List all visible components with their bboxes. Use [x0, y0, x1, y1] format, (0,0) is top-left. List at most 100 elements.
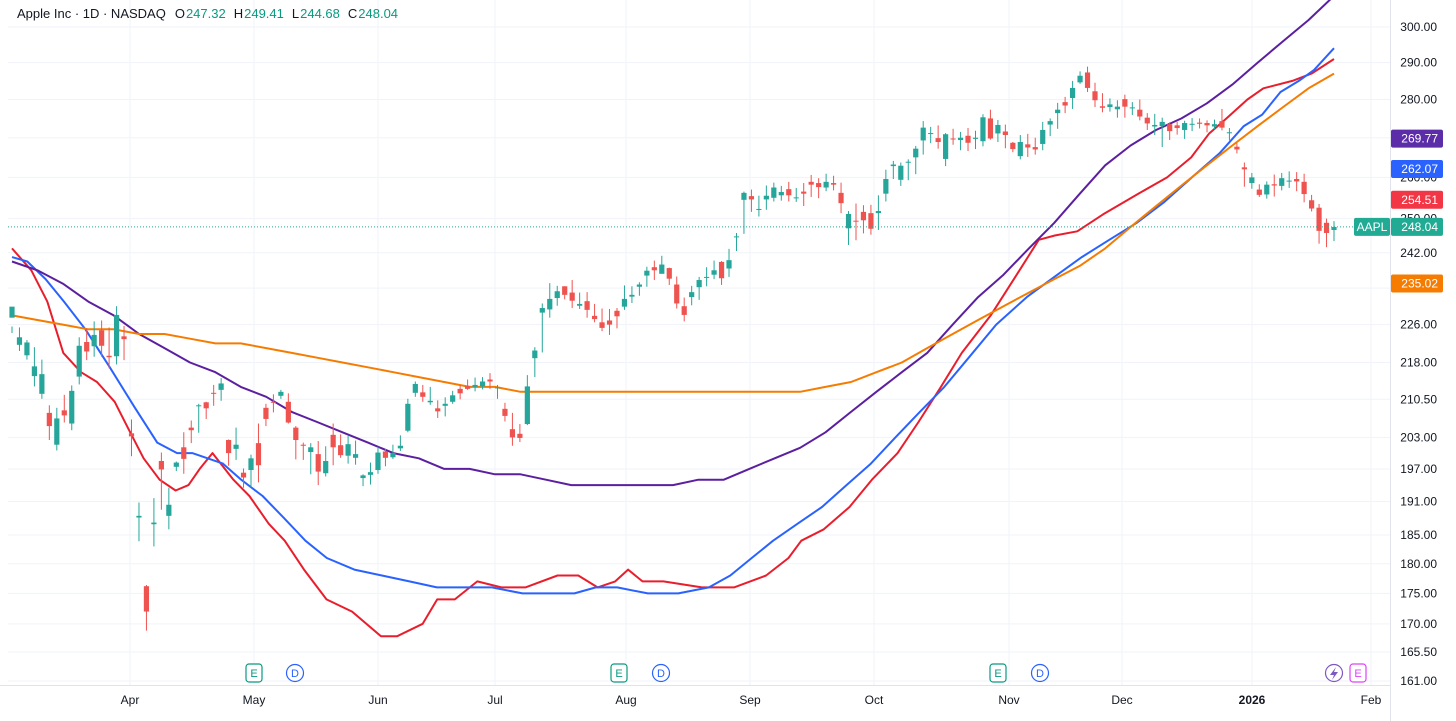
candle[interactable] — [950, 128, 956, 145]
candle[interactable] — [1234, 143, 1240, 154]
candle[interactable] — [24, 340, 30, 360]
candle[interactable] — [1174, 121, 1180, 135]
time-axis[interactable]: Apr May Jun Jul Aug Sep Oct Nov Dec 2026 Feb — [0, 685, 1390, 708]
candle[interactable] — [838, 182, 844, 214]
candle[interactable] — [270, 394, 277, 413]
candle[interactable] — [360, 474, 366, 487]
candle[interactable] — [1279, 172, 1285, 191]
candle[interactable] — [1032, 137, 1038, 155]
candle[interactable] — [1301, 173, 1307, 203]
candle[interactable] — [31, 347, 38, 387]
candle[interactable] — [1219, 108, 1225, 131]
candle[interactable] — [1256, 184, 1262, 197]
candle[interactable] — [1129, 102, 1135, 115]
candle[interactable] — [203, 401, 209, 419]
candle[interactable] — [860, 205, 867, 234]
candle[interactable] — [69, 385, 75, 431]
candle[interactable] — [1167, 122, 1173, 141]
candle[interactable] — [1017, 134, 1023, 160]
candle[interactable] — [308, 443, 314, 475]
candlesticks[interactable] — [9, 66, 1337, 631]
candle[interactable] — [509, 412, 516, 446]
candle[interactable] — [1002, 124, 1008, 149]
candle[interactable] — [1316, 203, 1322, 244]
candle[interactable] — [300, 442, 306, 460]
candle[interactable] — [1286, 171, 1292, 188]
candle[interactable] — [1159, 117, 1165, 148]
candle[interactable] — [1152, 113, 1158, 135]
candle[interactable] — [1107, 98, 1113, 112]
candle[interactable] — [621, 285, 628, 310]
earnings-marker[interactable]: E — [1349, 663, 1367, 683]
candle[interactable] — [987, 109, 994, 140]
candle[interactable] — [248, 454, 254, 488]
candle[interactable] — [99, 320, 105, 357]
earnings-marker[interactable]: E — [610, 663, 628, 683]
candle[interactable] — [263, 403, 269, 427]
candle[interactable] — [823, 173, 829, 192]
candle[interactable] — [1271, 174, 1277, 197]
candle[interactable] — [644, 266, 650, 287]
candle[interactable] — [1055, 102, 1061, 129]
candle[interactable] — [577, 292, 583, 309]
candle[interactable] — [659, 255, 665, 274]
candle[interactable] — [158, 452, 164, 510]
candle[interactable] — [420, 384, 426, 402]
candle[interactable] — [599, 308, 605, 332]
candle[interactable] — [494, 384, 501, 399]
candle[interactable] — [1092, 82, 1098, 108]
candle[interactable] — [173, 461, 179, 472]
candle[interactable] — [16, 327, 23, 352]
candle[interactable] — [718, 261, 725, 285]
candle[interactable] — [181, 432, 187, 474]
candle[interactable] — [763, 185, 769, 210]
candle[interactable] — [793, 187, 799, 202]
candle[interactable] — [569, 280, 575, 309]
candle[interactable] — [225, 439, 232, 466]
candle[interactable] — [218, 378, 224, 401]
candle[interactable] — [54, 407, 60, 451]
candle[interactable] — [9, 306, 15, 334]
candle[interactable] — [240, 468, 247, 488]
candle[interactable] — [584, 292, 590, 318]
candle[interactable] — [113, 306, 120, 365]
candle[interactable] — [76, 337, 82, 385]
candle[interactable] — [957, 131, 964, 151]
candle[interactable] — [128, 419, 135, 457]
candle[interactable] — [166, 487, 172, 530]
candle[interactable] — [786, 181, 792, 202]
candle[interactable] — [278, 389, 284, 399]
candle[interactable] — [405, 398, 411, 433]
candle[interactable] — [629, 286, 635, 304]
candle[interactable] — [1196, 118, 1203, 129]
candle[interactable] — [367, 462, 374, 485]
candle[interactable] — [890, 160, 896, 179]
candle[interactable] — [330, 423, 336, 466]
candle[interactable] — [427, 386, 433, 405]
candle[interactable] — [1047, 118, 1053, 137]
candle[interactable] — [726, 248, 732, 277]
candle[interactable] — [285, 393, 291, 424]
price-axis[interactable]: 300.00290.00280.00270.00260.00250.00242.… — [1390, 0, 1456, 721]
candle[interactable] — [972, 130, 979, 150]
candle[interactable] — [853, 203, 859, 241]
dividend-marker[interactable]: D — [285, 663, 305, 683]
candle[interactable] — [293, 426, 299, 460]
candle[interactable] — [905, 159, 911, 181]
candle[interactable] — [845, 211, 852, 245]
candle[interactable] — [1084, 66, 1091, 93]
candle[interactable] — [883, 169, 889, 202]
candle[interactable] — [136, 502, 142, 542]
candle[interactable] — [771, 182, 777, 202]
candle[interactable] — [255, 423, 262, 483]
candle[interactable] — [651, 260, 657, 281]
candle[interactable] — [315, 441, 321, 486]
candle[interactable] — [1114, 100, 1121, 118]
candle[interactable] — [345, 435, 351, 464]
candle[interactable] — [913, 145, 919, 175]
candle[interactable] — [502, 402, 508, 422]
candle[interactable] — [1241, 162, 1247, 187]
candle[interactable] — [397, 435, 403, 451]
candle[interactable] — [1122, 94, 1128, 118]
candle[interactable] — [1226, 128, 1233, 141]
